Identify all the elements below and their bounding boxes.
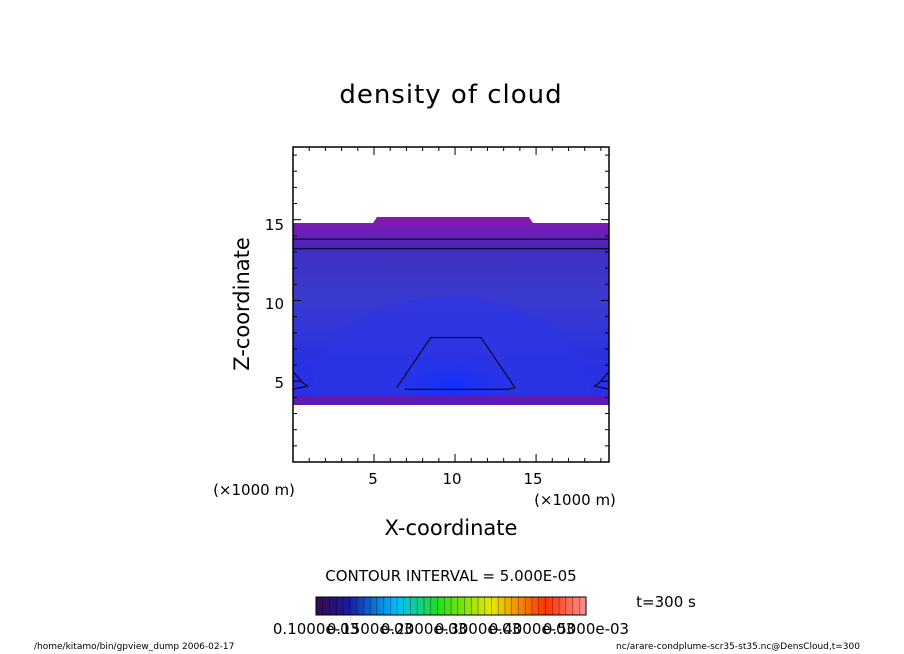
y-tick-label-5: 5 (274, 374, 284, 392)
axis-ticks (293, 147, 609, 462)
cloud-core-fill (388, 342, 516, 402)
plot-frame (292, 146, 610, 463)
x-axis-label: X-coordinate (385, 516, 518, 540)
contour-interval-label: CONTOUR INTERVAL = 5.000E-05 (325, 567, 576, 585)
colorbar-tick-label: 0.2000e-03 (381, 620, 467, 638)
footer-right: nc/arare-condplume-scr35-st35.nc@DensClo… (616, 642, 860, 652)
colorbar-tick-labels: 0.1000e-030.1500e-030.2000e-030.3000e-03… (273, 620, 629, 638)
contour-lines (293, 238, 609, 390)
contour-core-left (293, 371, 309, 390)
plot-area (293, 217, 609, 405)
x-tick-label-10: 10 (442, 470, 461, 488)
x-tick-label-5: 5 (368, 470, 378, 488)
y-tick-label-10: 10 (265, 295, 284, 313)
colorbar-tick-label: 0.1500e-03 (327, 620, 413, 638)
x-unit-label: (×1000 m) (534, 491, 616, 509)
colorbar-level-lines (322, 597, 580, 615)
x-tick-labels: 5 10 15 (368, 470, 542, 488)
y-axis-label: Z-coordinate (230, 237, 254, 371)
colorbar-tick-label: 0.4000e-03 (489, 620, 575, 638)
x-tick-label-15: 15 (523, 470, 542, 488)
colorbar-tick-label: 0.5000e-03 (543, 620, 629, 638)
contour-core-right (593, 371, 609, 390)
time-label: t=300 s (636, 593, 696, 611)
chart-title: density of cloud (339, 80, 562, 110)
footer-left: /home/kitamo/bin/gpview_dump 2006-02-17 (34, 642, 234, 652)
contour-core-center (396, 337, 516, 390)
y-tick-label-15: 15 (265, 216, 284, 234)
colorbar-tick-label: 0.3000e-03 (435, 620, 521, 638)
cloud-base-band (293, 396, 609, 405)
y-unit-label: (×1000 m) (213, 481, 295, 499)
y-tick-labels: 5 10 15 (265, 216, 284, 392)
colorbar-tick-label: 0.1000e-03 (273, 620, 359, 638)
cloud-top-fill (293, 217, 609, 250)
